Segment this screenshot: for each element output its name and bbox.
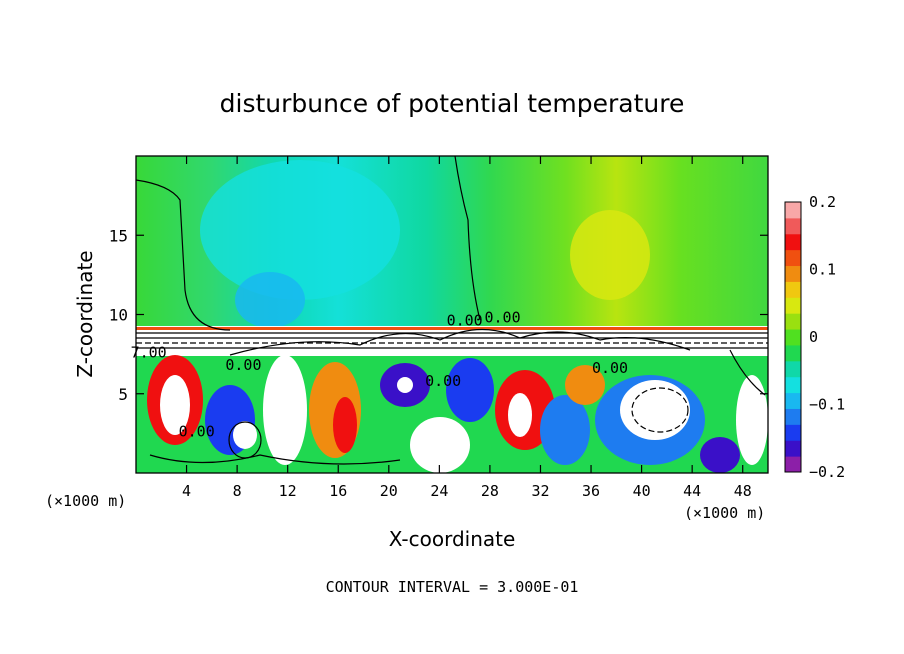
colorbar-tick-label: −0.2 xyxy=(809,463,845,481)
upper-cyan-patch xyxy=(200,160,400,300)
colorbar-swatch xyxy=(785,344,801,362)
colorbar-swatch xyxy=(785,281,801,298)
x-unit-right: (×1000 m) xyxy=(684,504,765,522)
x-tick-label: 44 xyxy=(683,482,701,500)
contour-label-group: 0.00 0.000.000.000.000.007.00 xyxy=(131,308,628,440)
upper-blue-patch xyxy=(235,272,305,328)
x-tick-label: 28 xyxy=(481,482,499,500)
x-tick-label: 16 xyxy=(329,482,347,500)
colorbar-swatch xyxy=(785,376,801,394)
y-tick-label: 5 xyxy=(118,385,128,404)
x-tick-label: 24 xyxy=(430,482,448,500)
colorbar-swatch xyxy=(785,440,801,457)
y-axis-label: Z-coordinate xyxy=(73,250,97,377)
x-tick-label: 36 xyxy=(582,482,600,500)
x-unit-left: (×1000 m) xyxy=(45,492,126,510)
x-tick-label: 48 xyxy=(734,482,752,500)
x-ticks: 4 8 12 16 20 24 28 32 36 40 44 48 xyxy=(182,156,752,500)
colorbar-frame xyxy=(784,201,802,473)
plot-area xyxy=(136,156,768,473)
colorbar: 0.2 0.1 0 −0.1 −0.2 xyxy=(784,193,845,481)
contour-interval-note: CONTOUR INTERVAL = 3.000E-01 xyxy=(326,578,579,596)
y-tick-label: 15 xyxy=(109,226,128,245)
colorbar-swatch xyxy=(785,329,801,346)
colorbar-swatch xyxy=(785,424,801,441)
colorbar-tick-label: 0.2 xyxy=(809,193,836,211)
inversion-red-line xyxy=(136,327,768,330)
inversion-lines xyxy=(136,328,768,356)
x-tick-label: 8 xyxy=(233,482,242,500)
colorbar-tick-label: 0 xyxy=(809,328,818,346)
x-tick-label: 4 xyxy=(182,482,191,500)
contour-lines xyxy=(136,156,766,465)
contour-label: 0.00 xyxy=(179,423,215,441)
x-tick-label: 32 xyxy=(531,482,549,500)
x-tick-label: 40 xyxy=(633,482,651,500)
colorbar-swatch xyxy=(785,265,801,282)
colorbar-swatch xyxy=(785,456,801,473)
colorbar-tick-label: 0.1 xyxy=(809,261,836,279)
colorbar-swatch xyxy=(785,233,801,251)
colorbar-tick-label: −0.1 xyxy=(809,396,845,414)
x-tick-label: 20 xyxy=(380,482,398,500)
y-ticks: 5 10 15 xyxy=(109,226,768,404)
chart-title: disturbunce of potential temperature xyxy=(220,89,685,118)
colorbar-swatch xyxy=(785,392,801,409)
colorbar-swatch xyxy=(785,297,801,314)
x-axis-label: X-coordinate xyxy=(389,527,516,551)
colorbar-swatch xyxy=(785,313,801,330)
colorbar-swatch xyxy=(785,217,801,235)
lower-eddies xyxy=(147,355,768,473)
inversion-band xyxy=(136,326,768,356)
colorbar-swatch xyxy=(785,408,801,425)
contour-label: 7.00 xyxy=(131,343,167,361)
colorbar-swatch xyxy=(785,249,801,267)
contour-label: 0.00 xyxy=(425,372,461,390)
contour-label: 0.00 xyxy=(225,356,261,374)
x-tick-label: 12 xyxy=(279,482,297,500)
contour-label: 0.00 xyxy=(447,312,483,330)
upper-yellow-patch xyxy=(570,210,650,300)
contour-label: 0.00 xyxy=(592,359,628,377)
colorbar-swatch xyxy=(785,360,801,378)
y-tick-label: 10 xyxy=(109,306,128,325)
contour-label: 0.00 xyxy=(484,308,520,326)
colorbar-swatch xyxy=(785,202,801,219)
